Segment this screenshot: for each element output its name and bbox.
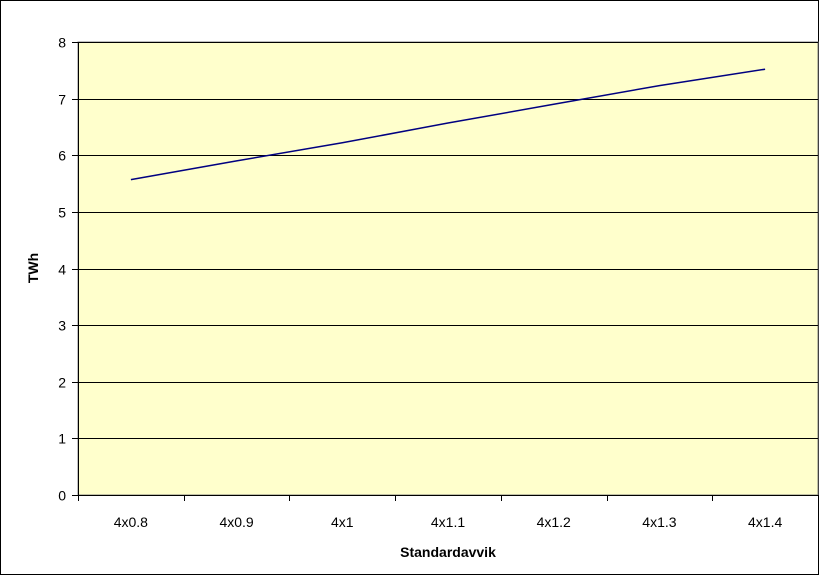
- series-line-0: [130, 68, 766, 181]
- data-point-0-4: [553, 103, 555, 105]
- y-tick-label-8: 8: [58, 35, 66, 51]
- data-point-0-5: [658, 85, 660, 87]
- y-tick-label-0: 0: [58, 488, 66, 504]
- gridlines: [78, 42, 818, 439]
- x-tick-label-5: 4x1.3: [642, 514, 676, 530]
- plot-area: [77, 41, 819, 496]
- x-tick-label-4: 4x1.2: [537, 514, 571, 530]
- y-tick-label-1: 1: [58, 431, 66, 447]
- x-tick-label-0: 4x0.8: [114, 514, 148, 530]
- y-axis-title: TWh: [25, 253, 41, 283]
- data-point-0-6: [764, 68, 766, 70]
- y-tick-label-5: 5: [58, 205, 66, 221]
- series-layer: [130, 68, 766, 181]
- x-tick-label-6: 4x1.4: [748, 514, 782, 530]
- x-axis-title: Standardavvik: [400, 544, 496, 560]
- y-tick-label-6: 6: [58, 148, 66, 164]
- data-point-0-1: [236, 160, 238, 162]
- y-axis: 0 1 2 3 4 5 6 7 8: [58, 35, 79, 504]
- y-tick-label-7: 7: [58, 92, 66, 108]
- data-point-0-2: [341, 142, 343, 144]
- x-axis: 4x0.8 4x0.9 4x1 4x1.1 4x1.2 4x1.3 4x1.4: [78, 495, 819, 530]
- x-tick-label-2: 4x1: [331, 514, 354, 530]
- x-tick-label-1: 4x0.9: [219, 514, 253, 530]
- x-tick-label-3: 4x1.1: [431, 514, 465, 530]
- y-tick-label-4: 4: [58, 262, 66, 278]
- y-tick-label-3: 3: [58, 318, 66, 334]
- data-point-0-3: [447, 122, 449, 124]
- data-point-0-0: [130, 179, 132, 181]
- y-tick-label-2: 2: [58, 375, 66, 391]
